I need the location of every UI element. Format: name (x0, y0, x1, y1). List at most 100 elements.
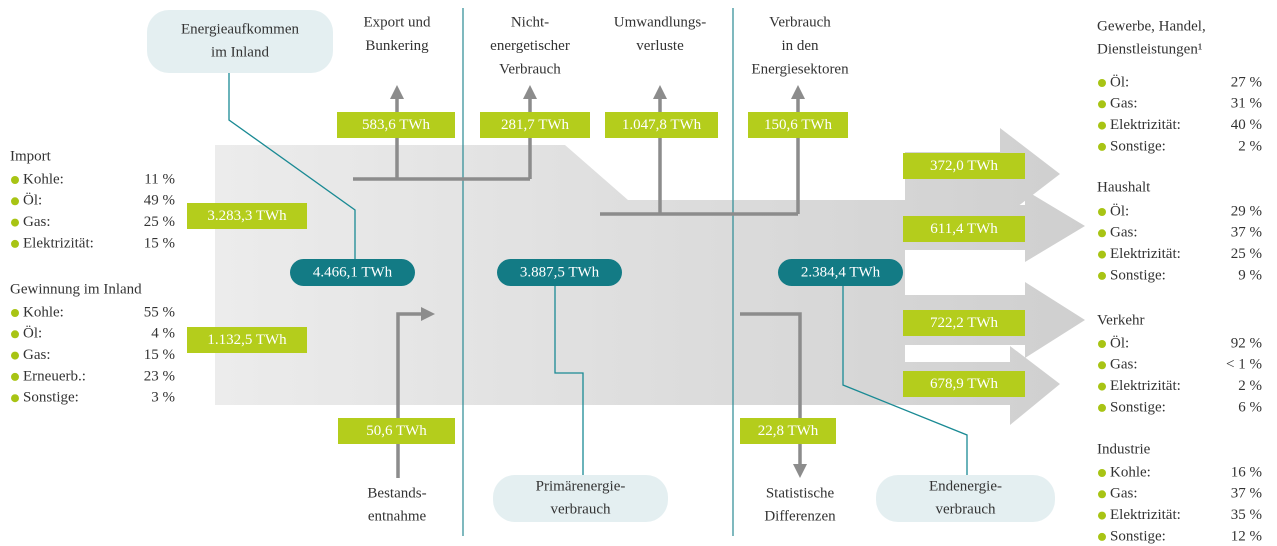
stage-label: Primärenergie- (536, 478, 626, 494)
item-label: Erneuerb.: (23, 368, 86, 384)
outflow-label: Verbrauch (769, 14, 831, 30)
outflow-label: energetischer (490, 38, 570, 54)
bullet (1098, 403, 1106, 412)
stage-bubble (493, 475, 668, 522)
bullet (1098, 382, 1106, 391)
bullet (11, 197, 19, 206)
item-label: Öl: (23, 192, 42, 209)
flow-value-box (903, 310, 1025, 336)
bullet (1098, 490, 1106, 499)
flow-value: 372,0 TWh (930, 158, 999, 174)
flow-value: 1.047,8 TWh (622, 117, 702, 133)
stage-bubble (876, 475, 1055, 522)
flow-value: 611,4 TWh (930, 221, 998, 237)
flow-value-box (903, 216, 1025, 242)
item-share: 11 % (144, 171, 175, 187)
side-flow-label: Bestands- (367, 485, 426, 501)
item-label: Elektrizität: (23, 235, 94, 251)
bullet (11, 330, 19, 339)
flow-value-box (337, 112, 455, 138)
item-share: 15 % (144, 347, 175, 363)
bullet (11, 394, 19, 403)
flow-value: 3.283,3 TWh (207, 208, 287, 224)
total-pill (778, 259, 903, 286)
flow-value-box (903, 371, 1025, 397)
item-label: Elektrizität: (1110, 507, 1181, 523)
bullet (11, 239, 19, 248)
item-label: Öl: (1110, 334, 1129, 351)
sector-title: Haushalt (1097, 179, 1151, 195)
bullet (1098, 208, 1106, 216)
item-label: Gas: (1110, 357, 1138, 373)
bullet (11, 351, 19, 360)
item-share: 12 % (1231, 528, 1262, 544)
flow-value: 281,7 TWh (501, 117, 570, 133)
item-share: 25 % (144, 214, 175, 230)
item-label: Elektrizität: (1110, 378, 1181, 394)
side-flow-label: entnahme (368, 508, 427, 524)
stage-label: im Inland (211, 44, 269, 60)
item-share: 29 % (1231, 203, 1262, 219)
flow-value: 50,6 TWh (366, 423, 427, 439)
flow-value-box (903, 153, 1025, 179)
total-value: 3.887,5 TWh (520, 264, 600, 280)
bullet (1098, 229, 1106, 238)
stage-label: verbrauch (936, 501, 996, 517)
item-share: 23 % (144, 368, 175, 384)
flow-value: 678,9 TWh (930, 376, 999, 392)
bullet (1098, 79, 1106, 87)
item-share: 4 % (151, 326, 175, 342)
flow-value: 150,6 TWh (764, 117, 833, 133)
item-share: 55 % (144, 304, 175, 320)
bullet (1098, 511, 1106, 520)
source-title: Gewinnung im Inland (10, 281, 142, 297)
item-share: 16 % (1231, 464, 1262, 480)
item-label: Elektrizität: (1110, 246, 1181, 262)
item-share: 31 % (1231, 96, 1262, 112)
outflow-label: Export und (363, 14, 431, 30)
item-label: Sonstige: (1110, 528, 1166, 544)
flow-value: 722,2 TWh (930, 315, 999, 331)
outflow-label: Nicht- (511, 14, 549, 30)
bullet (1098, 100, 1106, 109)
item-share: 35 % (1231, 507, 1262, 523)
item-label: Gas: (1110, 486, 1138, 502)
bullet (1098, 340, 1106, 348)
flow-value-box (748, 112, 848, 138)
item-share: 25 % (1231, 246, 1262, 262)
outflow-label: verluste (636, 38, 684, 54)
item-label: Kohle: (1110, 464, 1151, 480)
side-flow-label: Differenzen (764, 508, 836, 524)
outflow-label: Bunkering (365, 38, 429, 54)
bullet (1098, 271, 1106, 280)
item-label: Gas: (23, 214, 51, 230)
bullet (1098, 469, 1106, 477)
item-share: 40 % (1231, 117, 1262, 133)
outflow-label: in den (781, 38, 819, 54)
source-title: Import (10, 148, 52, 164)
item-share: 27 % (1231, 74, 1262, 90)
flow-value-box (480, 112, 590, 138)
flow-value: 1.132,5 TWh (207, 332, 287, 348)
item-label: Gas: (23, 347, 51, 363)
item-label: Gas: (1110, 96, 1138, 112)
bullet (1098, 121, 1106, 130)
flow-value-box (605, 112, 718, 138)
bullet (1098, 142, 1106, 151)
item-share: < 1 % (1226, 357, 1262, 373)
flow-value-box (740, 418, 836, 444)
sector-title: Verkehr (1097, 312, 1144, 328)
item-label: Sonstige: (1110, 267, 1166, 283)
stage-label: Endenergie- (929, 478, 1002, 494)
sector-title: Industrie (1097, 441, 1151, 457)
item-label: Kohle: (23, 304, 64, 320)
sector-title: Dienstleistungen¹ (1097, 41, 1202, 57)
item-label: Sonstige: (1110, 399, 1166, 415)
stage-label: Energieaufkommen (181, 21, 300, 37)
item-label: Sonstige: (23, 390, 79, 406)
bullet (1098, 532, 1106, 541)
flow-value-box (187, 203, 307, 229)
item-share: 9 % (1238, 267, 1262, 283)
item-label: Öl: (23, 325, 42, 342)
